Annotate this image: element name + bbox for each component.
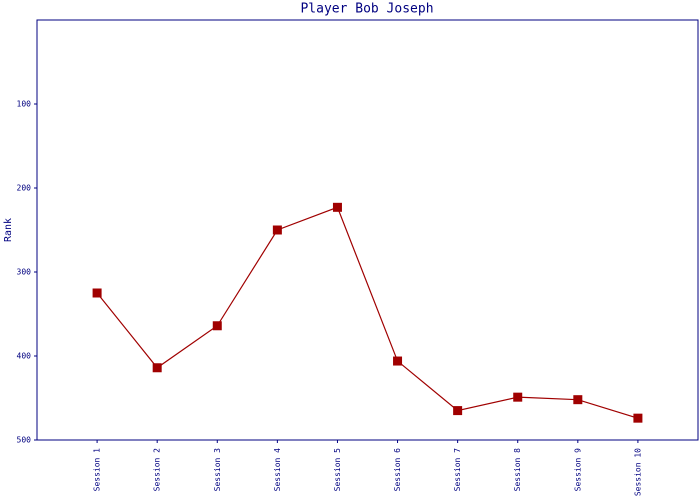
data-point	[513, 392, 523, 402]
y-tick-label: 200	[17, 184, 32, 193]
y-tick-label: 400	[17, 352, 32, 361]
data-point	[152, 363, 162, 373]
x-tick-label: Session 4	[273, 448, 282, 492]
data-point	[92, 288, 102, 298]
data-point	[393, 356, 403, 366]
x-tick-label: Session 2	[153, 448, 162, 492]
x-tick-label: Session 6	[393, 448, 402, 492]
x-tick-label: Session 1	[93, 448, 102, 492]
data-point	[212, 321, 222, 331]
data-point	[272, 225, 282, 235]
y-tick-label: 100	[17, 100, 32, 109]
y-tick-label: 500	[17, 436, 32, 445]
data-point	[332, 202, 342, 212]
data-point	[633, 413, 643, 423]
x-tick-label: Session 7	[453, 448, 462, 492]
y-tick-label: 300	[17, 268, 32, 277]
data-point	[453, 406, 463, 416]
x-tick-label: Session 9	[573, 448, 582, 492]
data-point	[573, 395, 583, 405]
chart-title: Player Bob Joseph	[300, 2, 433, 17]
x-tick-label: Session 3	[213, 448, 222, 492]
series-line	[96, 206, 639, 419]
plot-frame	[36, 19, 699, 441]
y-axis-label: Rank	[3, 218, 14, 242]
x-tick-label: Session 8	[513, 448, 522, 492]
x-tick-label: Session 10	[633, 448, 642, 496]
x-tick-label: Session 5	[333, 448, 342, 492]
